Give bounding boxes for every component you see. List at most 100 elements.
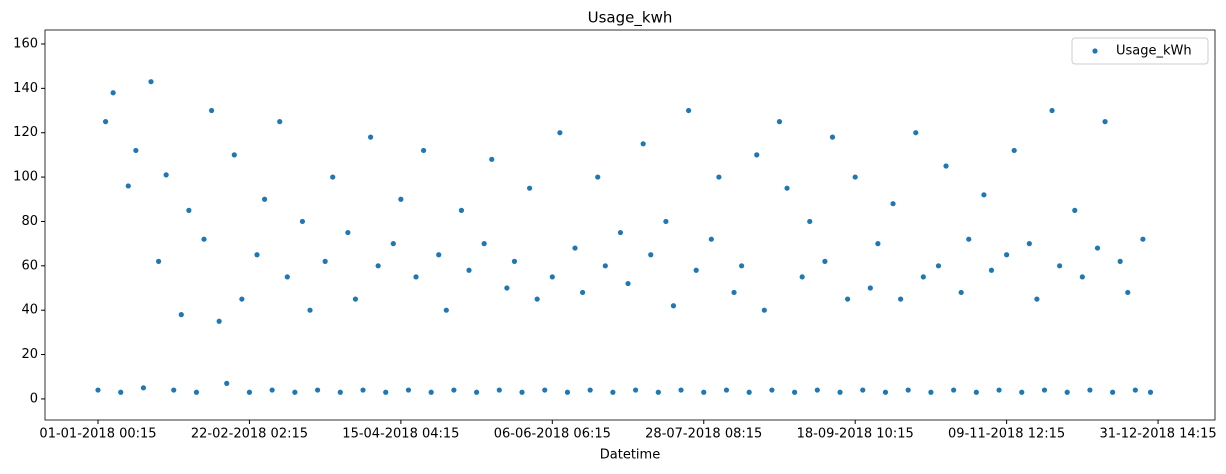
x-tick-label: 15-04-2018 04:15 [342,427,459,442]
legend-label: Usage_kWh [1116,44,1192,59]
legend-marker [1092,48,1098,54]
y-tick-label: 160 [13,36,38,51]
data-point [1049,107,1055,114]
x-tick-label: 06-06-2018 06:15 [494,427,611,442]
data-point [913,130,919,136]
data-point [655,389,661,395]
data-point [572,245,578,251]
data-point [966,236,972,242]
data-point [375,263,381,269]
data-point [383,389,389,395]
data-point [769,387,775,393]
y-tick-label: 0 [30,391,38,406]
data-point [701,389,707,395]
x-tick-label: 01-01-2018 00:15 [39,427,156,442]
data-point [723,387,730,393]
data-point [95,387,101,393]
data-point [254,252,260,258]
data-point [837,389,843,395]
data-point [155,258,162,264]
data-point [693,267,699,273]
y-tick-label: 60 [21,258,38,273]
data-point [867,285,873,291]
data-point [1064,389,1070,395]
data-point [451,387,457,393]
data-point [436,252,442,258]
data-point [193,389,200,395]
data-point [610,389,616,395]
data-point [845,296,851,302]
data-point [792,389,798,395]
data-point [466,267,472,273]
data-point [367,134,374,140]
data-point [996,387,1002,393]
x-tick-label: 22-02-2018 02:15 [191,427,308,442]
data-point [345,229,351,236]
data-point [988,267,995,273]
data-point [663,218,669,225]
data-point [186,207,192,213]
data-point [580,289,586,296]
chart-title: Usage_kwh [588,9,673,28]
data-point [178,312,184,318]
data-point [678,387,684,393]
data-point [307,307,313,313]
data-point [761,307,767,313]
y-tick-label: 80 [21,214,38,229]
data-point [526,185,533,191]
data-point [617,229,624,236]
data-point [1011,147,1017,154]
data-point [208,107,215,114]
data-point [261,196,268,202]
data-point [951,387,957,393]
data-point [314,387,321,393]
data-point [1110,389,1116,395]
data-point [489,156,495,162]
data-point [125,183,131,189]
data-point [754,152,760,158]
data-point [1041,387,1048,393]
data-point [1125,289,1131,296]
data-point [171,387,177,393]
data-point [905,387,911,393]
y-tick-label: 140 [13,81,38,96]
data-point [133,147,139,154]
data-point [542,387,548,393]
data-point [625,280,631,287]
data-point [1132,387,1138,393]
data-point [595,174,601,180]
y-tick-label: 120 [13,125,38,140]
data-point [549,274,555,280]
data-point [405,387,412,393]
data-point [390,241,396,247]
data-point [1087,387,1093,393]
data-point [981,192,987,198]
data-point [1072,207,1078,213]
data-point [746,389,752,395]
data-point [413,274,419,280]
data-point [875,241,881,247]
legend-box [1071,37,1209,65]
data-point [814,387,820,393]
data-point [337,389,343,395]
data-point [564,389,571,395]
data-point [602,263,608,269]
data-point [890,201,896,207]
data-point [882,389,889,395]
data-point [330,174,336,180]
data-point [1079,274,1085,280]
data-point [807,218,813,225]
y-tick-label: 100 [13,170,38,185]
x-tick-label: 31-12-2018 14:15 [1099,427,1216,442]
data-point [148,79,154,85]
data-point [852,174,858,180]
data-point [1057,263,1063,269]
data-point [1140,236,1146,242]
data-point [640,141,646,147]
data-point [269,387,275,393]
data-point [799,274,805,280]
x-tick-label: 18-09-2018 10:15 [797,427,914,442]
data-point [739,263,745,269]
data-point [398,196,404,202]
